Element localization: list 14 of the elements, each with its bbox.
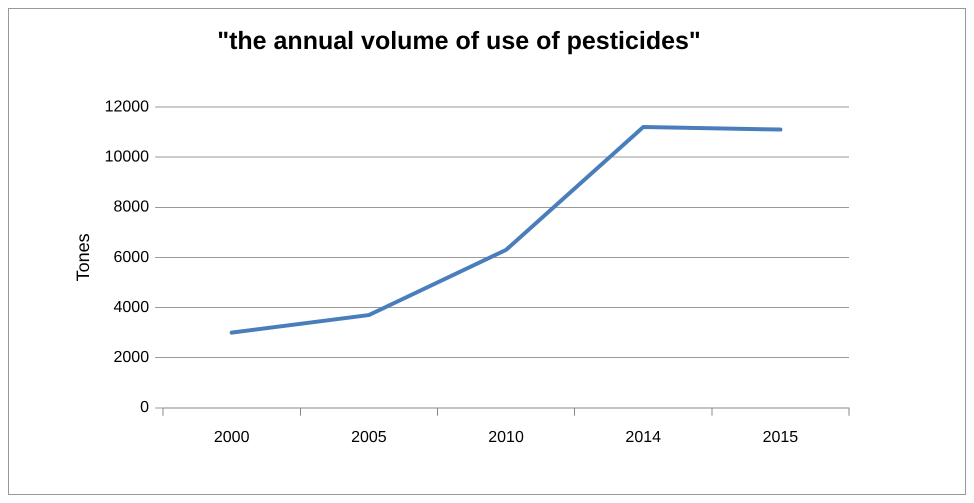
- y-tick-label: 0: [140, 399, 150, 416]
- chart-title: "the annual volume of use of pesticides": [217, 26, 701, 55]
- y-tick-label: 12000: [104, 98, 150, 116]
- x-tick-label: 2015: [762, 428, 798, 446]
- y-axis-title: Tones: [72, 233, 93, 282]
- x-tick-label: 2014: [625, 428, 662, 446]
- y-tick-label: 6000: [114, 248, 150, 266]
- x-tick-label: 2010: [488, 428, 524, 446]
- y-tick-label: 4000: [114, 298, 150, 316]
- x-tick-label: 2000: [214, 428, 250, 446]
- y-tick-label: 8000: [114, 198, 150, 216]
- y-tick-label: 10000: [104, 148, 150, 166]
- x-tick-label: 2005: [351, 428, 387, 446]
- y-tick-label: 2000: [114, 349, 150, 366]
